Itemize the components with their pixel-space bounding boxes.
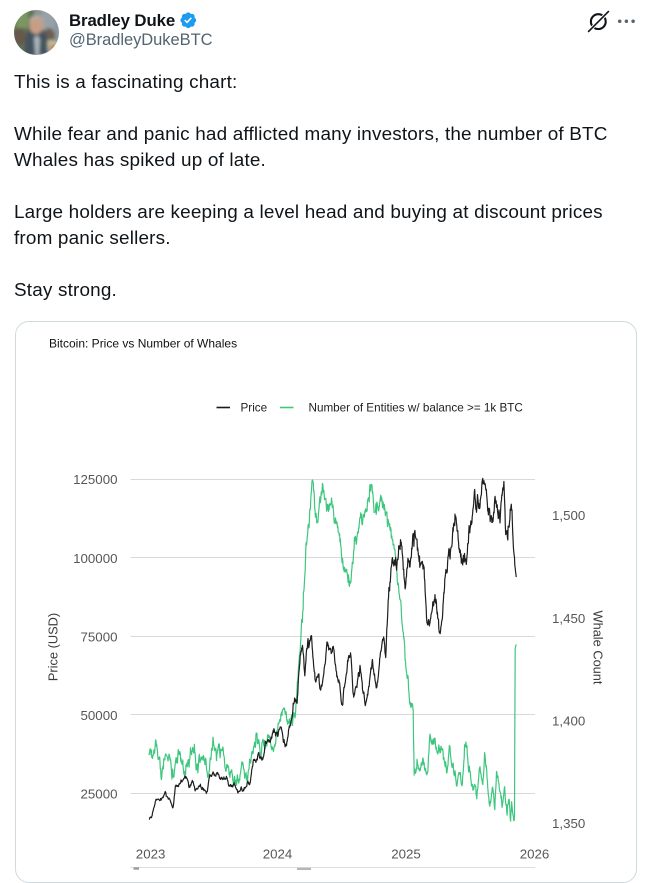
svg-text:1,450: 1,450 bbox=[552, 611, 585, 626]
svg-text:2024: 2024 bbox=[263, 847, 293, 862]
svg-text:2026: 2026 bbox=[520, 847, 550, 862]
svg-text:1,500: 1,500 bbox=[552, 508, 585, 523]
svg-text:125000: 125000 bbox=[73, 472, 117, 487]
svg-text:Bitcoin: Price vs Number of Wh: Bitcoin: Price vs Number of Whales bbox=[49, 336, 237, 350]
svg-text:1,350: 1,350 bbox=[552, 816, 585, 831]
svg-text:1,400: 1,400 bbox=[552, 714, 585, 729]
svg-text:100000: 100000 bbox=[73, 551, 117, 566]
svg-text:75000: 75000 bbox=[81, 629, 118, 644]
svg-text:Number of Entities w/ balance: Number of Entities w/ balance >= 1k BTC bbox=[309, 402, 523, 415]
svg-text:2023: 2023 bbox=[136, 847, 166, 862]
svg-text:50000: 50000 bbox=[81, 708, 118, 723]
svg-text:Price: Price bbox=[241, 402, 268, 415]
svg-text:2025: 2025 bbox=[391, 847, 421, 862]
svg-text:Whale Count: Whale Count bbox=[591, 611, 606, 685]
svg-text:Price (USD): Price (USD) bbox=[46, 613, 61, 681]
svg-text:25000: 25000 bbox=[81, 787, 118, 802]
